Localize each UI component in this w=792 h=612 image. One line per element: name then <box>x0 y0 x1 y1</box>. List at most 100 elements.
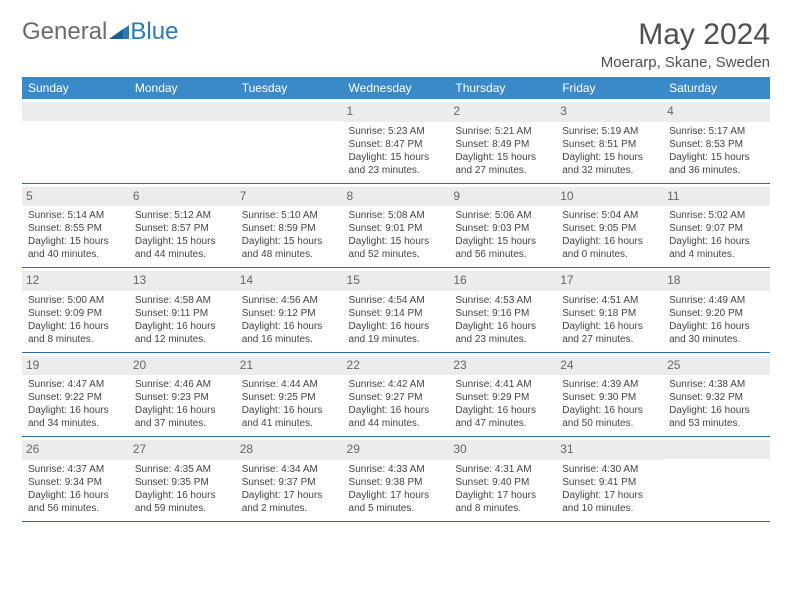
sunset-line: Sunset: 9:03 PM <box>455 222 550 235</box>
daylight-line-2: and 27 minutes. <box>455 164 550 177</box>
day-number: 8 <box>343 187 450 207</box>
calendar-body: 1Sunrise: 5:23 AMSunset: 8:47 PMDaylight… <box>22 99 770 521</box>
weekday-header: Friday <box>556 77 663 99</box>
day-number: 18 <box>663 271 770 291</box>
logo: General Blue <box>22 18 178 46</box>
weekday-header-row: SundayMondayTuesdayWednesdayThursdayFrid… <box>22 77 770 99</box>
daylight-line-1: Daylight: 15 hours <box>349 151 444 164</box>
daylight-line-2: and 8 minutes. <box>28 333 123 346</box>
daylight-line-2: and 59 minutes. <box>135 502 230 515</box>
calendar-day-cell: 10Sunrise: 5:04 AMSunset: 9:05 PMDayligh… <box>556 183 663 268</box>
sunset-line: Sunset: 9:16 PM <box>455 307 550 320</box>
sunrise-line: Sunrise: 4:58 AM <box>135 294 230 307</box>
day-number: 26 <box>22 440 129 460</box>
daylight-line-2: and 40 minutes. <box>28 248 123 261</box>
sunrise-line: Sunrise: 5:04 AM <box>562 209 657 222</box>
daylight-line-1: Daylight: 17 hours <box>455 489 550 502</box>
sunset-line: Sunset: 9:40 PM <box>455 476 550 489</box>
day-number: 5 <box>22 187 129 207</box>
sunset-line: Sunset: 8:53 PM <box>669 138 764 151</box>
sunrise-line: Sunrise: 4:38 AM <box>669 378 764 391</box>
daylight-line-1: Daylight: 16 hours <box>669 235 764 248</box>
calendar-day-cell: 11Sunrise: 5:02 AMSunset: 9:07 PMDayligh… <box>663 183 770 268</box>
sunset-line: Sunset: 9:34 PM <box>28 476 123 489</box>
calendar-day-cell: 6Sunrise: 5:12 AMSunset: 8:57 PMDaylight… <box>129 183 236 268</box>
calendar-day-cell <box>22 99 129 183</box>
daylight-line-1: Daylight: 16 hours <box>135 404 230 417</box>
calendar-day-cell: 23Sunrise: 4:41 AMSunset: 9:29 PMDayligh… <box>449 352 556 437</box>
calendar-day-cell: 21Sunrise: 4:44 AMSunset: 9:25 PMDayligh… <box>236 352 343 437</box>
calendar-day-cell: 13Sunrise: 4:58 AMSunset: 9:11 PMDayligh… <box>129 268 236 353</box>
sunset-line: Sunset: 9:22 PM <box>28 391 123 404</box>
calendar-day-cell: 17Sunrise: 4:51 AMSunset: 9:18 PMDayligh… <box>556 268 663 353</box>
calendar-day-cell: 29Sunrise: 4:33 AMSunset: 9:38 PMDayligh… <box>343 437 450 522</box>
calendar-day-cell: 19Sunrise: 4:47 AMSunset: 9:22 PMDayligh… <box>22 352 129 437</box>
daylight-line-2: and 37 minutes. <box>135 417 230 430</box>
day-number: 29 <box>343 440 450 460</box>
daylight-line-1: Daylight: 17 hours <box>349 489 444 502</box>
day-number: 7 <box>236 187 343 207</box>
empty-day <box>236 102 343 121</box>
daylight-line-1: Daylight: 16 hours <box>562 404 657 417</box>
daylight-line-1: Daylight: 16 hours <box>28 404 123 417</box>
calendar-day-cell <box>129 99 236 183</box>
calendar-day-cell: 26Sunrise: 4:37 AMSunset: 9:34 PMDayligh… <box>22 437 129 522</box>
sunrise-line: Sunrise: 5:14 AM <box>28 209 123 222</box>
calendar-day-cell: 12Sunrise: 5:00 AMSunset: 9:09 PMDayligh… <box>22 268 129 353</box>
daylight-line-2: and 41 minutes. <box>242 417 337 430</box>
sunrise-line: Sunrise: 4:44 AM <box>242 378 337 391</box>
sunset-line: Sunset: 9:32 PM <box>669 391 764 404</box>
day-number: 24 <box>556 356 663 376</box>
page-title: May 2024 <box>601 18 770 52</box>
header: General Blue May 2024 Moerarp, Skane, Sw… <box>22 18 770 71</box>
daylight-line-2: and 36 minutes. <box>669 164 764 177</box>
location: Moerarp, Skane, Sweden <box>601 54 770 71</box>
weekday-header: Monday <box>129 77 236 99</box>
daylight-line-1: Daylight: 16 hours <box>242 404 337 417</box>
daylight-line-2: and 8 minutes. <box>455 502 550 515</box>
empty-day <box>22 102 129 121</box>
calendar-day-cell: 14Sunrise: 4:56 AMSunset: 9:12 PMDayligh… <box>236 268 343 353</box>
daylight-line-2: and 32 minutes. <box>562 164 657 177</box>
calendar-day-cell: 7Sunrise: 5:10 AMSunset: 8:59 PMDaylight… <box>236 183 343 268</box>
day-number: 27 <box>129 440 236 460</box>
daylight-line-1: Daylight: 15 hours <box>455 151 550 164</box>
daylight-line-1: Daylight: 16 hours <box>28 489 123 502</box>
calendar-day-cell: 2Sunrise: 5:21 AMSunset: 8:49 PMDaylight… <box>449 99 556 183</box>
daylight-line-2: and 50 minutes. <box>562 417 657 430</box>
sunset-line: Sunset: 9:27 PM <box>349 391 444 404</box>
sunrise-line: Sunrise: 5:21 AM <box>455 125 550 138</box>
calendar-day-cell: 18Sunrise: 4:49 AMSunset: 9:20 PMDayligh… <box>663 268 770 353</box>
day-number: 16 <box>449 271 556 291</box>
daylight-line-2: and 52 minutes. <box>349 248 444 261</box>
daylight-line-1: Daylight: 16 hours <box>28 320 123 333</box>
calendar-day-cell: 5Sunrise: 5:14 AMSunset: 8:55 PMDaylight… <box>22 183 129 268</box>
daylight-line-1: Daylight: 17 hours <box>242 489 337 502</box>
sunset-line: Sunset: 9:41 PM <box>562 476 657 489</box>
sunset-line: Sunset: 9:09 PM <box>28 307 123 320</box>
day-number: 31 <box>556 440 663 460</box>
calendar-week-row: 19Sunrise: 4:47 AMSunset: 9:22 PMDayligh… <box>22 352 770 437</box>
sunrise-line: Sunrise: 5:10 AM <box>242 209 337 222</box>
calendar-day-cell <box>236 99 343 183</box>
daylight-line-2: and 12 minutes. <box>135 333 230 346</box>
calendar-day-cell: 8Sunrise: 5:08 AMSunset: 9:01 PMDaylight… <box>343 183 450 268</box>
daylight-line-2: and 10 minutes. <box>562 502 657 515</box>
daylight-line-2: and 23 minutes. <box>455 333 550 346</box>
sunset-line: Sunset: 9:14 PM <box>349 307 444 320</box>
empty-day <box>129 102 236 121</box>
sunset-line: Sunset: 9:35 PM <box>135 476 230 489</box>
calendar-day-cell: 31Sunrise: 4:30 AMSunset: 9:41 PMDayligh… <box>556 437 663 522</box>
day-number: 10 <box>556 187 663 207</box>
daylight-line-2: and 23 minutes. <box>349 164 444 177</box>
daylight-line-1: Daylight: 16 hours <box>349 320 444 333</box>
day-number: 19 <box>22 356 129 376</box>
sunset-line: Sunset: 9:01 PM <box>349 222 444 235</box>
calendar-week-row: 1Sunrise: 5:23 AMSunset: 8:47 PMDaylight… <box>22 99 770 183</box>
sunrise-line: Sunrise: 4:34 AM <box>242 463 337 476</box>
daylight-line-2: and 56 minutes. <box>455 248 550 261</box>
day-number: 15 <box>343 271 450 291</box>
sunset-line: Sunset: 9:05 PM <box>562 222 657 235</box>
daylight-line-2: and 56 minutes. <box>28 502 123 515</box>
sunset-line: Sunset: 9:18 PM <box>562 307 657 320</box>
